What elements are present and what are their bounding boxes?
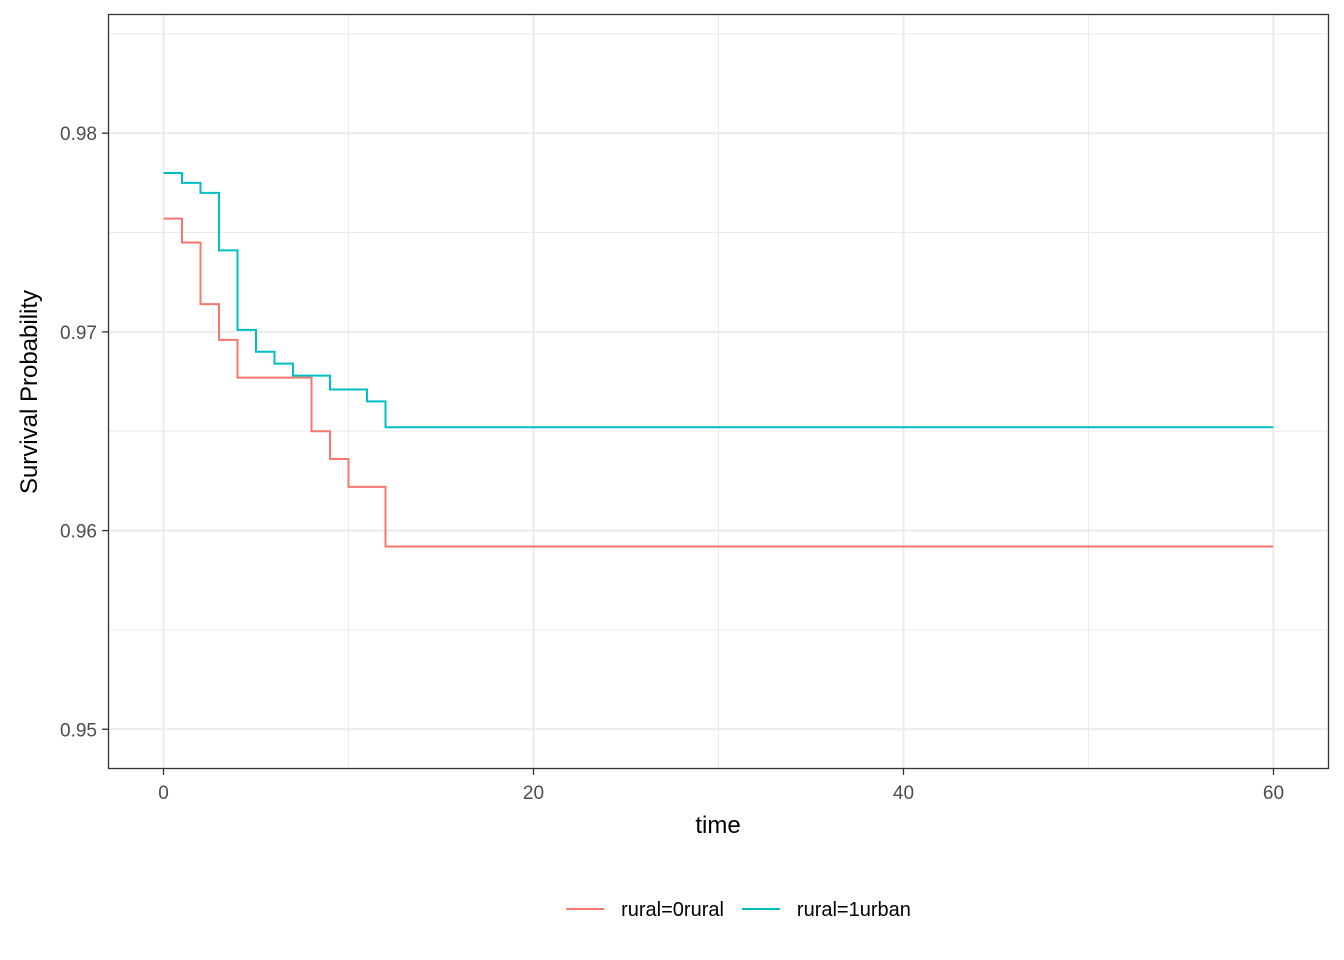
legend-label-1: rural=1urban <box>797 899 911 921</box>
x-axis: 0 20 40 60 <box>158 769 1284 804</box>
x-axis-title: time <box>695 812 740 839</box>
y-axis-title: Survival Probability <box>16 290 43 494</box>
legend-label-0: rural=0rural <box>621 899 724 921</box>
major-gridlines <box>108 14 1329 769</box>
y-tick-label: 0.96 <box>60 522 97 543</box>
legend: rural=0rural rural=1urban <box>566 899 911 921</box>
x-tick-label: 60 <box>1263 783 1284 804</box>
x-tick-label: 0 <box>158 783 169 804</box>
x-tick-label: 20 <box>523 783 544 804</box>
y-tick-label: 0.98 <box>60 124 97 145</box>
y-axis: 0.95 0.96 0.97 0.98 <box>60 124 108 741</box>
series-line-1 <box>163 171 1274 429</box>
plot-border <box>107 13 1330 770</box>
minor-gridlines <box>108 14 1329 769</box>
series-line-0 <box>163 217 1274 548</box>
y-tick-label: 0.95 <box>60 720 97 741</box>
y-tick-label: 0.97 <box>60 323 97 344</box>
series-layer <box>163 171 1274 548</box>
x-tick-label: 40 <box>893 783 914 804</box>
